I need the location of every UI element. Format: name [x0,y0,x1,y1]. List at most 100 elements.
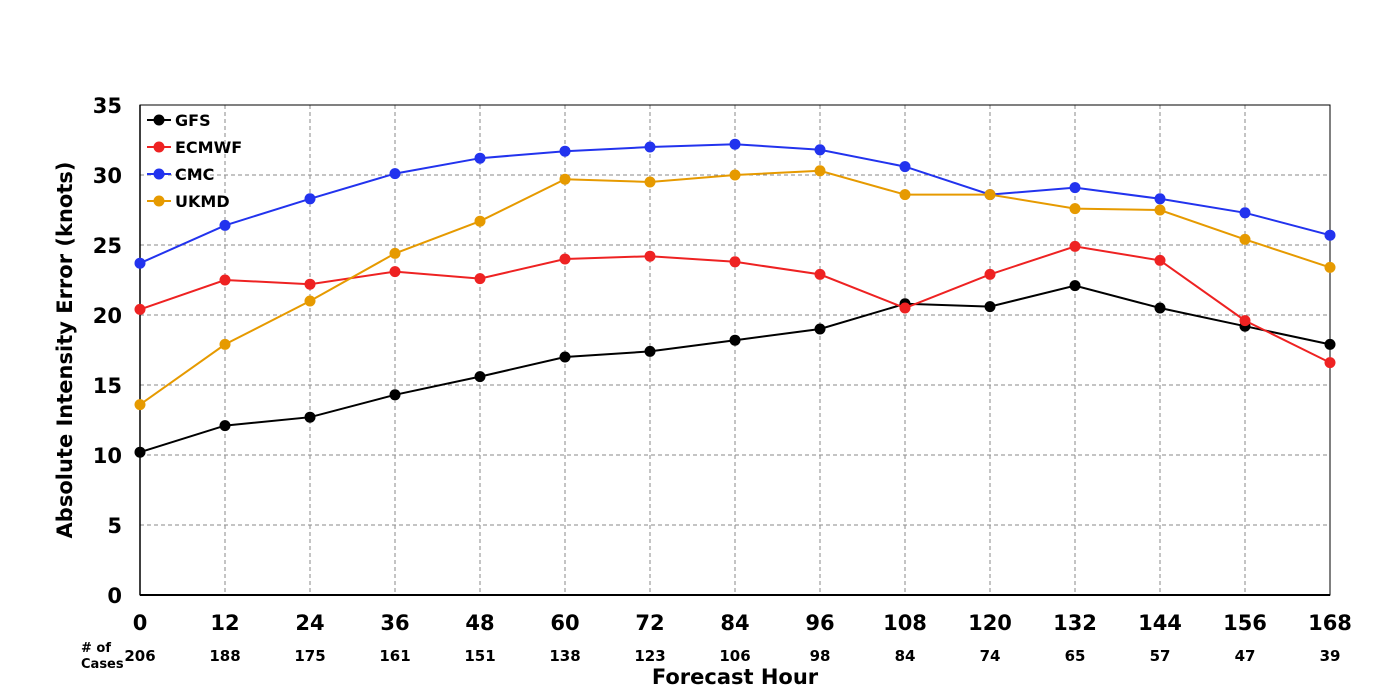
data-point [1324,261,1336,273]
legend-swatch-marker [153,114,165,126]
series-ukmd [134,165,1336,411]
data-point [1324,229,1336,241]
data-point [474,371,486,383]
x-tick-label: 36 [380,611,409,635]
case-count: 98 [810,647,831,665]
data-point [474,273,486,285]
case-count: 138 [549,647,580,665]
data-point [729,138,741,150]
legend-label: ECMWF [175,138,242,157]
data-point [1324,338,1336,350]
legend-item-cmc: CMC [147,165,214,184]
legend-label: CMC [175,165,214,184]
data-point [729,169,741,181]
data-point [814,268,826,280]
x-tick-label: 48 [465,611,494,635]
legend-swatch-marker [153,195,165,207]
data-point [814,323,826,335]
x-tick-label: 96 [805,611,834,635]
data-point [304,193,316,205]
y-tick-label: 0 [107,584,122,608]
case-count: 47 [1235,647,1256,665]
data-point [304,278,316,290]
legend-swatch-marker [153,141,165,153]
data-point [1069,280,1081,292]
x-tick-label: 108 [883,611,927,635]
data-point [134,446,146,458]
legend-swatch-marker [153,168,165,180]
data-point [219,274,231,286]
case-count: 65 [1065,647,1086,665]
x-tick-label: 24 [295,611,324,635]
y-tick-label: 30 [93,164,122,188]
data-point [559,145,571,157]
case-count: 151 [464,647,495,665]
y-axis-title: Absolute Intensity Error (knots) [53,162,77,539]
data-point [1154,193,1166,205]
case-count: 161 [379,647,410,665]
y-tick-label: 10 [93,444,122,468]
y-tick-label: 35 [93,94,122,118]
x-tick-label: 72 [635,611,664,635]
data-point [219,420,231,432]
case-count: 206 [124,647,155,665]
data-point [644,250,656,262]
case-count: 106 [719,647,750,665]
series-lines [134,138,1336,458]
series-ecmwf [134,240,1336,369]
data-point [304,411,316,423]
y-tick-label: 20 [93,304,122,328]
x-tick-label: 60 [550,611,579,635]
data-point [304,295,316,307]
legend-item-ukmd: UKMD [147,192,230,211]
x-tick-label: 120 [968,611,1012,635]
case-counts: 206 188 175 161 151 138 123 106 98 84 74 65 57 47 39 [124,647,1340,665]
case-count: 84 [895,647,916,665]
data-point [219,219,231,231]
data-point [389,389,401,401]
data-point [1069,240,1081,252]
x-tick-label: 0 [133,611,148,635]
data-point [389,168,401,180]
data-point [1069,203,1081,215]
data-point [1154,302,1166,314]
data-point [644,176,656,188]
data-point [1239,207,1251,219]
case-count: 39 [1320,647,1341,665]
data-point [814,144,826,156]
case-count: 175 [294,647,325,665]
legend-label: UKMD [175,192,230,211]
legend-item-gfs: GFS [147,111,211,130]
x-tick-label: 12 [210,611,239,635]
data-point [559,253,571,265]
data-point [1324,357,1336,369]
y-tick-label: 5 [107,514,122,538]
data-point [474,152,486,164]
case-count: 188 [209,647,240,665]
data-point [729,256,741,268]
data-point [984,189,996,201]
data-point [814,165,826,177]
data-point [1154,254,1166,266]
data-point [644,141,656,153]
grid-lines [140,105,1330,595]
x-tick-label: 144 [1138,611,1182,635]
data-point [1239,315,1251,327]
y-tick-label: 15 [93,374,122,398]
data-point [219,338,231,350]
data-point [134,303,146,315]
legend-label: GFS [175,111,211,130]
legend-item-ecmwf: ECMWF [147,138,242,157]
data-point [474,215,486,227]
data-point [1239,233,1251,245]
x-tick-label: 84 [720,611,749,635]
case-count: 123 [634,647,665,665]
x-tick-label: 156 [1223,611,1267,635]
data-point [559,173,571,185]
data-point [984,268,996,280]
case-count: 57 [1150,647,1171,665]
data-point [729,334,741,346]
data-point [899,302,911,314]
data-point [1069,182,1081,194]
